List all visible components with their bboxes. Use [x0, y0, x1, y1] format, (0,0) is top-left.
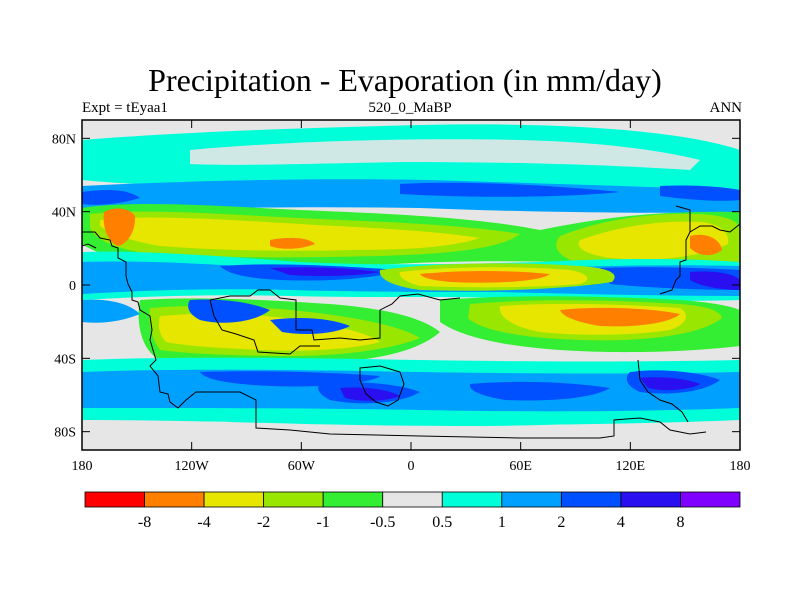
y-tick-label: 0	[69, 279, 76, 294]
colorbar-label: -0.5	[370, 514, 395, 531]
x-tick-label: 120W	[175, 459, 210, 474]
colorbar-swatch	[322, 491, 384, 508]
colorbar-label: 4	[617, 514, 625, 531]
chart-title: Precipitation - Evaporation (in mm/day)	[148, 62, 662, 98]
colorbar-label: 2	[557, 514, 565, 531]
colorbar-swatch	[620, 491, 681, 508]
period-label: 520_0_MaBP	[368, 100, 452, 116]
colorbar-label: -4	[197, 514, 210, 531]
x-tick-label: 180	[72, 459, 93, 474]
colorbar-swatch	[680, 491, 741, 508]
colorbar: -8 -4 -2 -1 -0.5 0.5 1 2 4 8	[84, 491, 741, 531]
colorbar-swatch	[263, 491, 324, 508]
x-tick-label: 60W	[288, 459, 316, 474]
y-tick-label: 40S	[54, 352, 76, 367]
x-tick-label: 60E	[509, 459, 532, 474]
colorbar-swatch	[501, 491, 562, 508]
colorbar-label: 1	[498, 514, 506, 531]
colorbar-label: 0.5	[432, 514, 452, 531]
map-field	[82, 120, 740, 450]
y-tick-label: 80N	[52, 132, 76, 147]
colorbar-swatch	[144, 491, 205, 508]
y-tick-label: 40N	[52, 206, 76, 221]
coastline-outlines	[82, 205, 740, 439]
colorbar-swatch	[382, 491, 443, 508]
colorbar-label: -8	[138, 514, 151, 531]
colorbar-swatch	[560, 491, 622, 508]
x-tick-label: 180	[730, 459, 751, 474]
x-tick-label: 0	[408, 459, 415, 474]
experiment-label: Expt = tEyaa1	[82, 100, 168, 116]
colorbar-label: -1	[317, 514, 330, 531]
colorbar-swatch	[84, 491, 145, 508]
colorbar-swatch	[441, 491, 503, 508]
colorbar-label: 8	[676, 514, 684, 531]
colorbar-swatch	[203, 491, 265, 508]
y-tick-label: 80S	[54, 426, 76, 441]
x-tick-label: 120E	[616, 459, 646, 474]
colorbar-label: -2	[257, 514, 270, 531]
axis-ticks: 180 120W 60W 0 60E 120E 180 80N 40N 0 40S 80S	[52, 120, 751, 474]
season-label: ANN	[709, 100, 743, 116]
